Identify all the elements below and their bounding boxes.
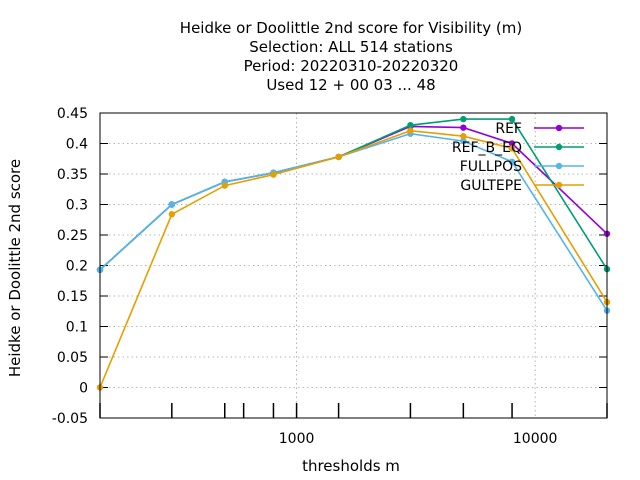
legend-label: FULLPOS bbox=[460, 159, 522, 175]
y-tick-label: 0.4 bbox=[66, 137, 88, 153]
data-series bbox=[96, 115, 611, 391]
chart-title: Heidke or Doolittle 2nd score for Visibi… bbox=[180, 19, 522, 94]
data-point bbox=[168, 201, 176, 208]
data-point bbox=[460, 132, 467, 140]
data-point bbox=[460, 137, 467, 145]
y-tick-label: 0.25 bbox=[57, 228, 88, 244]
y-tick-label: 0.35 bbox=[57, 167, 88, 183]
legend: REF REF_B_EQ FULLPOS GULTEPE bbox=[452, 121, 584, 194]
legend-label: GULTEPE bbox=[460, 178, 522, 194]
data-point bbox=[460, 115, 467, 123]
legend-label: REF bbox=[495, 121, 522, 137]
data-point bbox=[407, 122, 414, 129]
plot-frame bbox=[99, 112, 608, 419]
legend-swatch-marker bbox=[555, 143, 563, 151]
data-point bbox=[168, 211, 176, 218]
y-tick-label: 0.3 bbox=[66, 198, 88, 214]
x-tick-label: 10000 bbox=[513, 431, 558, 447]
y-axis-label: Heidke or Doolittle 2nd score bbox=[6, 159, 24, 377]
data-point bbox=[460, 124, 467, 131]
tick-labels: -0.05 0 0.05 0.1 0.15 0.2 0.25 0.3 0.35 0.4 0.45 10… bbox=[52, 106, 558, 447]
x-tick-label: 1000 bbox=[279, 431, 315, 447]
data-point bbox=[508, 115, 516, 123]
legend-label: REF_B_EQ bbox=[452, 140, 522, 156]
y-tick-label: 0.15 bbox=[57, 289, 88, 305]
data-point bbox=[508, 158, 516, 165]
legend-swatch-marker bbox=[555, 181, 563, 189]
y-tick-label: 0.05 bbox=[57, 350, 88, 366]
legend-swatch-marker bbox=[555, 124, 563, 132]
y-tick-label: 0.1 bbox=[66, 320, 88, 336]
title-line-2: Selection: ALL 514 stations bbox=[249, 38, 453, 56]
data-point bbox=[508, 145, 516, 152]
data-point bbox=[508, 140, 516, 147]
data-point bbox=[407, 127, 414, 134]
y-tick-label: 0 bbox=[79, 381, 88, 397]
y-tick-label: 0.2 bbox=[66, 259, 88, 275]
y-tick-label: -0.05 bbox=[52, 411, 88, 427]
data-point bbox=[335, 153, 342, 161]
title-line-1: Heidke or Doolittle 2nd score for Visibi… bbox=[180, 19, 522, 37]
legend-swatch-marker bbox=[555, 162, 563, 170]
data-point bbox=[221, 182, 228, 189]
title-line-4: Used 12 + 00 03 ... 48 bbox=[266, 76, 435, 94]
title-line-3: Period: 20220310-20220320 bbox=[244, 57, 459, 75]
x-axis-label: thresholds m bbox=[302, 457, 400, 475]
data-point bbox=[270, 171, 277, 178]
y-tick-label: 0.45 bbox=[57, 106, 88, 122]
